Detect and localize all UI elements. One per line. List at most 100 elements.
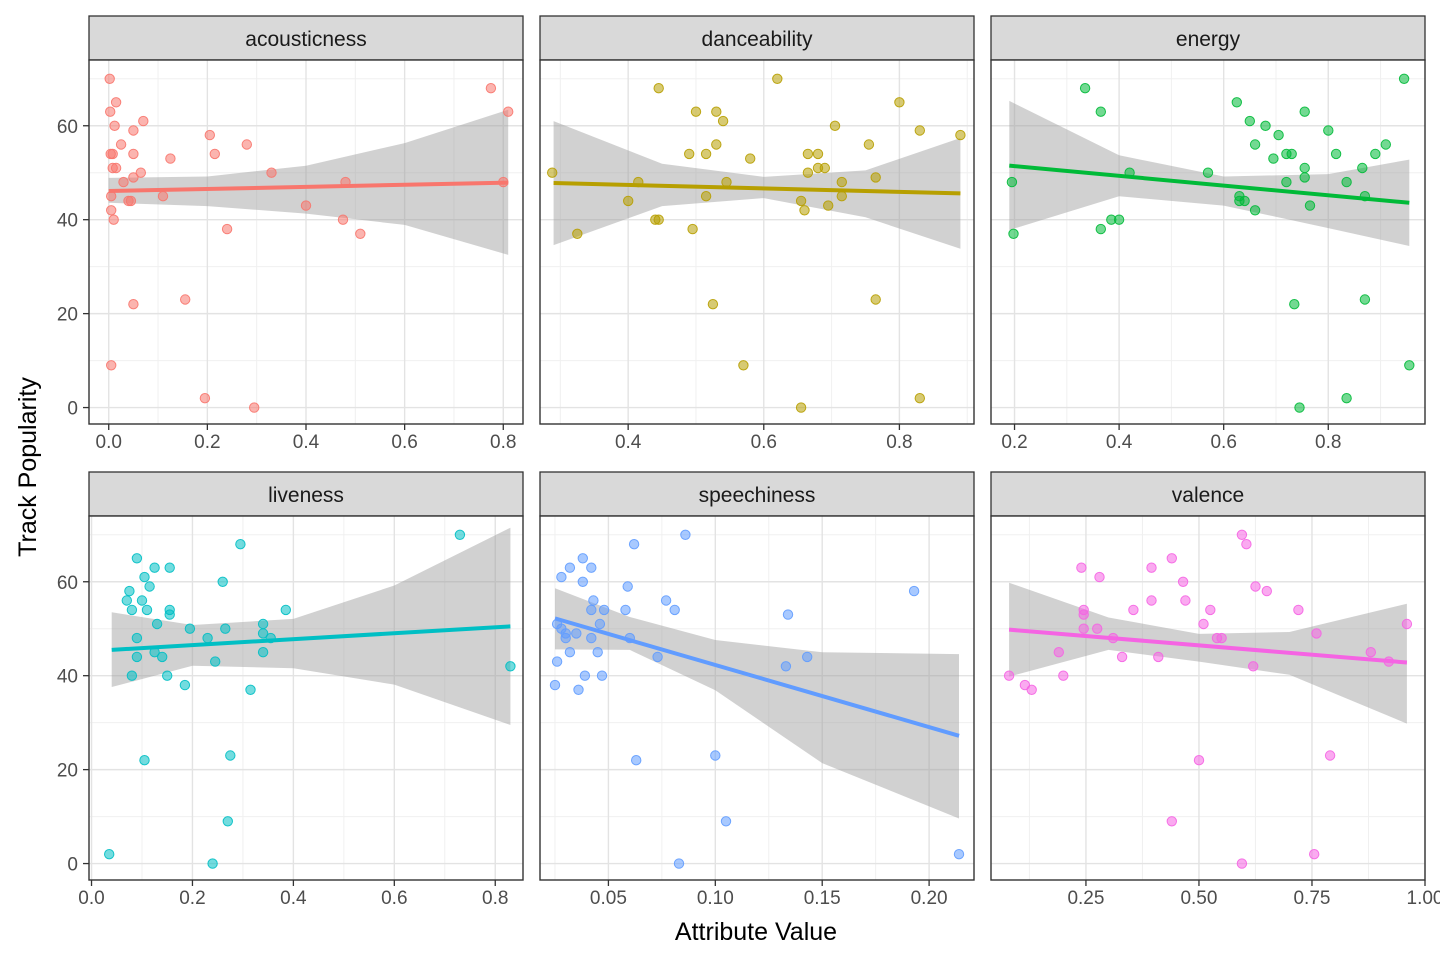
data-point bbox=[1249, 139, 1261, 150]
regression-line bbox=[111, 624, 511, 652]
panel-border bbox=[539, 59, 975, 425]
data-point bbox=[249, 402, 260, 413]
confidence-band bbox=[553, 121, 961, 249]
data-point bbox=[1380, 139, 1392, 150]
data-point bbox=[1234, 195, 1245, 207]
x-tick-label: 0.20 bbox=[911, 888, 948, 909]
data-point bbox=[241, 139, 253, 150]
facet-strip bbox=[88, 15, 524, 61]
data-point bbox=[1166, 553, 1178, 564]
regression-line bbox=[553, 181, 961, 196]
data-point bbox=[1249, 205, 1261, 216]
data-point bbox=[628, 539, 640, 550]
data-point bbox=[1244, 115, 1256, 127]
x-tick-label: 0.75 bbox=[1293, 888, 1330, 909]
y-tick-label: 40 bbox=[57, 667, 78, 688]
data-point bbox=[653, 214, 664, 225]
data-point bbox=[1026, 684, 1037, 695]
x-tick-label: 0.6 bbox=[381, 888, 407, 909]
data-point bbox=[551, 656, 563, 667]
facet-strip-label: speechiness bbox=[699, 484, 816, 507]
data-point bbox=[673, 858, 685, 869]
data-point bbox=[257, 628, 269, 639]
facet-strip bbox=[990, 15, 1426, 61]
data-point bbox=[1193, 755, 1205, 766]
x-tick-label: 0.2 bbox=[194, 432, 220, 453]
data-point bbox=[680, 529, 691, 540]
data-point bbox=[180, 294, 191, 305]
data-point bbox=[586, 632, 597, 644]
data-point bbox=[128, 299, 139, 310]
data-point bbox=[586, 604, 597, 616]
data-point bbox=[1299, 162, 1310, 174]
data-point bbox=[1079, 83, 1091, 94]
data-point bbox=[126, 670, 138, 681]
data-point bbox=[141, 604, 153, 616]
data-point bbox=[772, 73, 783, 85]
y-tick-label: 40 bbox=[57, 211, 78, 232]
data-point bbox=[108, 214, 119, 225]
data-point bbox=[222, 816, 234, 827]
data-point bbox=[564, 647, 576, 658]
grid-lines bbox=[540, 516, 974, 880]
x-tick-label: 0.15 bbox=[804, 888, 841, 909]
data-point bbox=[1299, 172, 1310, 183]
data-point bbox=[620, 604, 631, 616]
data-point bbox=[588, 595, 599, 606]
data-point bbox=[115, 139, 127, 150]
data-point bbox=[220, 623, 231, 634]
data-point bbox=[711, 139, 722, 150]
data-point bbox=[105, 106, 116, 117]
data-point bbox=[1324, 750, 1336, 761]
data-point bbox=[572, 228, 583, 240]
data-point bbox=[1166, 816, 1178, 827]
facet-panel-liveness: liveness 0.0 0.2 0.4 0.6 0.8 0 20 40 60 bbox=[57, 471, 524, 909]
data-point bbox=[199, 393, 211, 404]
data-point bbox=[1095, 223, 1107, 235]
data-point bbox=[1401, 618, 1413, 630]
data-point bbox=[1198, 618, 1209, 630]
data-point bbox=[596, 670, 608, 681]
y-axis-title: Track Popularity bbox=[14, 377, 42, 557]
facet-strip-label: danceability bbox=[702, 28, 813, 51]
confidence-band bbox=[1009, 582, 1407, 724]
data-points bbox=[549, 529, 965, 869]
data-point bbox=[1236, 529, 1248, 540]
x-tick-label: 0.4 bbox=[1106, 432, 1133, 453]
data-point bbox=[1404, 360, 1415, 371]
y-tick-label: 0 bbox=[67, 399, 78, 420]
data-point bbox=[1236, 858, 1248, 869]
panel-border bbox=[990, 59, 1426, 425]
data-point bbox=[717, 115, 729, 127]
data-point bbox=[139, 755, 150, 766]
data-point bbox=[711, 106, 722, 117]
data-point bbox=[799, 205, 810, 216]
data-point bbox=[179, 679, 191, 691]
data-point bbox=[118, 176, 129, 188]
data-point bbox=[131, 632, 143, 644]
y-tick-label: 60 bbox=[57, 573, 78, 594]
data-point bbox=[1309, 849, 1320, 860]
x-axis-title: Attribute Value bbox=[675, 918, 837, 946]
data-point bbox=[157, 651, 168, 663]
grid-lines bbox=[89, 516, 523, 880]
panel-background bbox=[540, 60, 974, 424]
data-point bbox=[1128, 604, 1139, 616]
data-point bbox=[652, 651, 663, 663]
data-point bbox=[184, 623, 196, 634]
data-point bbox=[1146, 595, 1157, 606]
data-point bbox=[257, 618, 269, 630]
data-point bbox=[1398, 73, 1410, 85]
data-point bbox=[110, 162, 122, 174]
data-point bbox=[337, 214, 349, 225]
data-point bbox=[1261, 585, 1273, 597]
facet-strip-label: liveness bbox=[268, 484, 344, 507]
data-point bbox=[802, 148, 814, 160]
facet-strip-label: energy bbox=[1176, 28, 1241, 51]
x-tick-label: 0.8 bbox=[482, 888, 508, 909]
data-point bbox=[1205, 604, 1216, 616]
data-point bbox=[135, 167, 147, 178]
data-point bbox=[1294, 402, 1305, 413]
data-point bbox=[738, 360, 749, 371]
data-point bbox=[836, 176, 847, 188]
